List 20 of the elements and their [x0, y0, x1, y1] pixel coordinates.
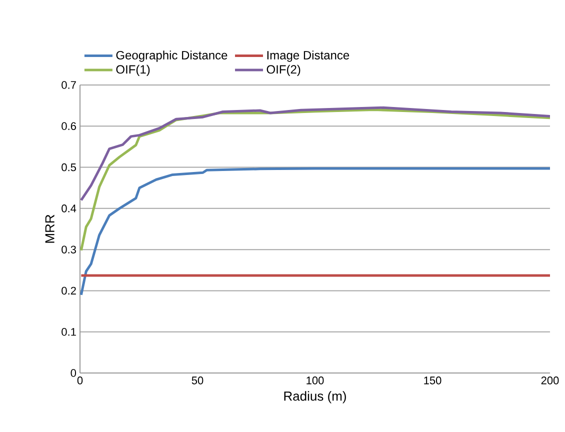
y-tick-label: 0.4: [62, 204, 76, 212]
x-tick-label: 200: [541, 376, 559, 384]
legend-label: OIF(2): [266, 64, 300, 76]
y-tick-label: 0: [70, 369, 76, 377]
legend-label: Image Distance: [267, 50, 350, 62]
y-tick-label: 0.1: [62, 328, 76, 336]
y-tick-label: 0.2: [62, 286, 76, 295]
x-tick-label: 50: [192, 376, 204, 384]
x-axis-title: Radius (m): [284, 391, 346, 404]
x-tick-label: 150: [424, 376, 442, 384]
y-tick-label: 0.3: [62, 246, 76, 254]
y-axis-title: MRR: [45, 214, 54, 243]
legend-label: OIF(1): [116, 64, 150, 76]
y-tick-label: 0.7: [62, 81, 76, 89]
legend-label: Geographic Distance: [116, 50, 228, 62]
y-tick-label: 0.6: [62, 122, 76, 130]
y-tick-label: 0.5: [62, 163, 76, 172]
line-series: [80, 106, 550, 202]
x-tick-label: 0: [77, 376, 83, 384]
x-tick-label: 100: [306, 376, 324, 384]
